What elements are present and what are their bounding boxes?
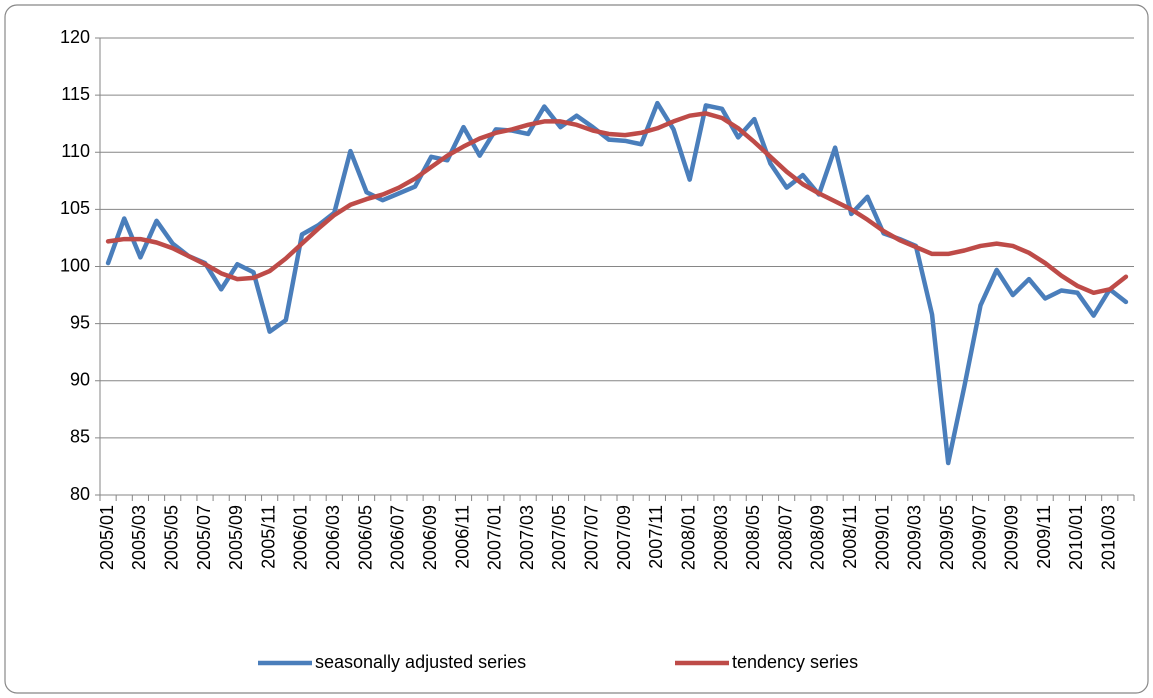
x-tick-label: 2008/05 xyxy=(743,505,763,570)
x-tick-label: 2005/05 xyxy=(161,505,181,570)
y-tick-label: 115 xyxy=(61,84,90,104)
x-tick-label: 2007/11 xyxy=(646,505,666,569)
y-tick-label: 100 xyxy=(60,255,90,275)
x-tick-label: 2005/11 xyxy=(258,505,278,569)
x-tick-label: 2006/07 xyxy=(388,505,408,570)
y-tick-label: 110 xyxy=(61,141,90,161)
x-tick-label: 2008/01 xyxy=(678,505,698,570)
legend-label: tendency series xyxy=(732,652,858,672)
x-tick-label: 2008/03 xyxy=(711,505,731,570)
x-tick-label: 2009/05 xyxy=(937,505,957,570)
series-line xyxy=(105,111,1129,296)
y-tick-label: 80 xyxy=(70,484,90,504)
x-tick-label: 2005/01 xyxy=(97,505,117,570)
x-tick-label: 2009/07 xyxy=(969,505,989,570)
x-tick-label: 2006/03 xyxy=(323,505,343,570)
x-tick-label: 2005/03 xyxy=(129,505,149,570)
y-tick-label: 85 xyxy=(70,427,90,447)
x-tick-label: 2010/01 xyxy=(1066,505,1086,570)
x-tick-label: 2007/07 xyxy=(582,505,602,570)
chart-border xyxy=(4,4,1149,694)
x-tick-label: 2010/03 xyxy=(1099,505,1119,570)
x-tick-label: 2007/05 xyxy=(549,505,569,570)
y-tick-label: 120 xyxy=(60,27,90,47)
x-tick-label: 2007/03 xyxy=(517,505,537,570)
x-tick-label: 2005/09 xyxy=(226,505,246,570)
x-tick-label: 2008/11 xyxy=(840,505,860,569)
x-tick-label: 2006/01 xyxy=(291,505,311,570)
legend-label: seasonally adjusted series xyxy=(315,652,526,672)
x-tick-label: 2005/07 xyxy=(194,505,214,570)
x-tick-label: 2008/07 xyxy=(775,505,795,570)
x-tick-label: 2009/03 xyxy=(905,505,925,570)
x-tick-label: 2009/01 xyxy=(872,505,892,570)
series-line xyxy=(105,100,1129,466)
x-tick-label: 2007/09 xyxy=(614,505,634,570)
x-tick-label: 2006/09 xyxy=(420,505,440,570)
y-tick-label: 105 xyxy=(60,198,90,218)
y-tick-label: 90 xyxy=(70,370,90,390)
x-tick-label: 2007/01 xyxy=(485,505,505,570)
y-tick-label: 95 xyxy=(70,312,90,332)
x-tick-label: 2008/09 xyxy=(808,505,828,570)
x-tick-label: 2009/11 xyxy=(1034,505,1054,569)
x-tick-label: 2006/11 xyxy=(452,505,472,569)
x-tick-label: 2009/09 xyxy=(1002,505,1022,570)
x-tick-label: 2006/05 xyxy=(355,505,375,570)
